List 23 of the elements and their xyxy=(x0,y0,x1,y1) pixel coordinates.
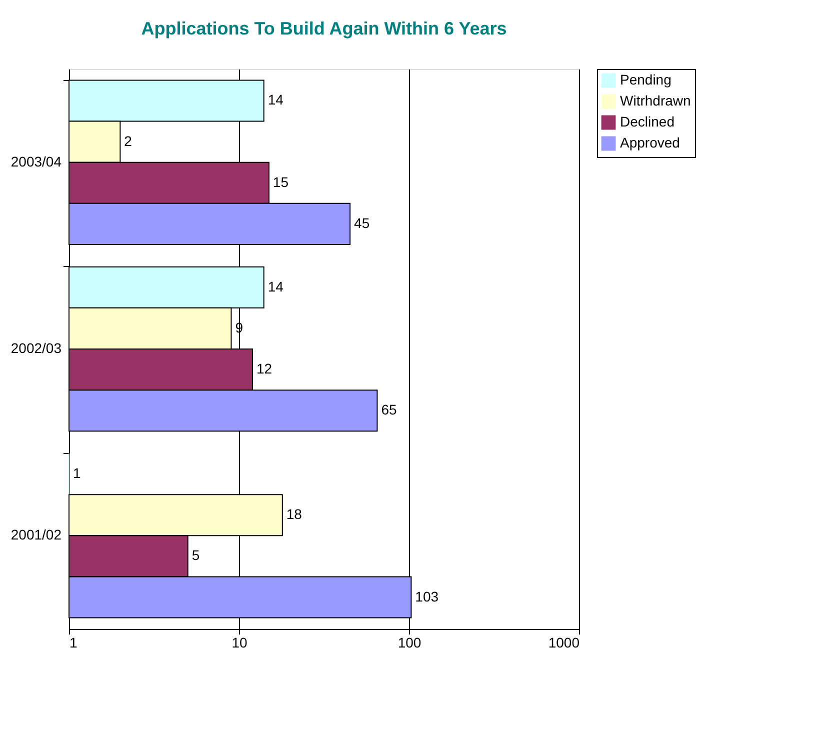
data-label: 65 xyxy=(381,402,397,418)
chart-title: Applications To Build Again Within 6 Years xyxy=(141,18,507,38)
data-label: 12 xyxy=(256,360,272,377)
data-label: 103 xyxy=(415,588,439,604)
x-tick-label: 1000 xyxy=(548,634,580,650)
data-label: 2 xyxy=(124,132,132,149)
data-label: 14 xyxy=(268,92,284,108)
data-label: 1 xyxy=(73,465,81,482)
legend-label: Approved xyxy=(620,134,680,150)
data-label: 18 xyxy=(286,506,302,522)
data-label: 14 xyxy=(268,278,284,294)
x-tick-label: 10 xyxy=(232,634,248,650)
y-tick-label: 2003/04 xyxy=(10,153,62,170)
y-tick-label: 2002/03 xyxy=(10,340,62,356)
x-tick-label: 1 xyxy=(70,634,78,650)
data-label: 15 xyxy=(272,174,289,190)
legend-label: Witrhdrawn xyxy=(620,92,691,108)
data-label: 45 xyxy=(354,214,370,231)
legend-label: Pending xyxy=(620,72,672,88)
data-label: 5 xyxy=(192,547,200,564)
y-tick-label: 2001/02 xyxy=(10,526,62,543)
x-tick-label: 100 xyxy=(398,634,422,650)
legend-label: Declined xyxy=(620,114,674,130)
